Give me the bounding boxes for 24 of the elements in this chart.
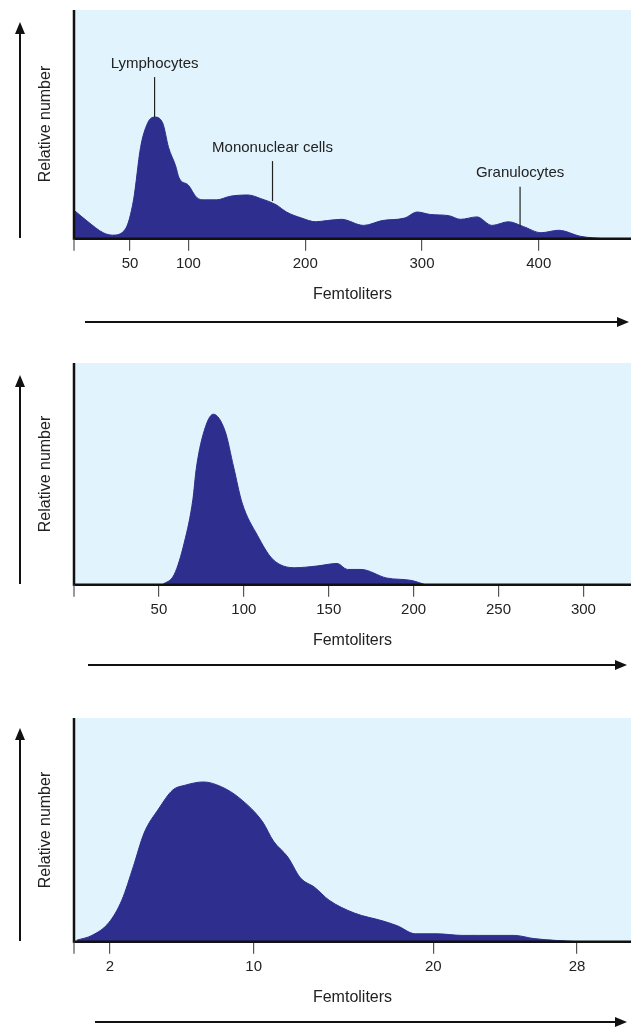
x-tick-label: 200 — [401, 599, 427, 617]
y-axis-title: Relative number — [36, 65, 54, 183]
x-tick-label: 100 — [231, 599, 257, 617]
x-tick-label: 150 — [316, 599, 342, 617]
y-axis-title: Relative number — [36, 415, 54, 532]
x-tick-label: 20 — [425, 956, 442, 974]
x-tick-label: 50 — [150, 599, 168, 617]
x-tick-label: 200 — [292, 253, 318, 271]
x-tick-label: 300 — [409, 253, 435, 271]
x-axis-title: Femtoliters — [312, 284, 393, 302]
x-tick-label: 100 — [175, 253, 201, 271]
x-tick-label: 10 — [245, 956, 263, 974]
annotation: Mononuclear cells — [212, 137, 333, 155]
y-axis-title: Relative number — [36, 771, 54, 888]
annotation: Granulocytes — [475, 163, 565, 181]
annotation: Lymphocytes — [110, 53, 199, 71]
x-axis-title: Femtoliters — [312, 987, 393, 1005]
x-tick-label: 2 — [105, 956, 115, 974]
x-tick-label: 50 — [121, 253, 139, 271]
x-tick-label: 300 — [570, 599, 596, 617]
x-axis-title: Femtoliters — [312, 630, 393, 648]
x-tick-label: 28 — [568, 956, 586, 974]
x-tick-label: 250 — [486, 599, 512, 617]
x-tick-label: 400 — [526, 253, 552, 271]
